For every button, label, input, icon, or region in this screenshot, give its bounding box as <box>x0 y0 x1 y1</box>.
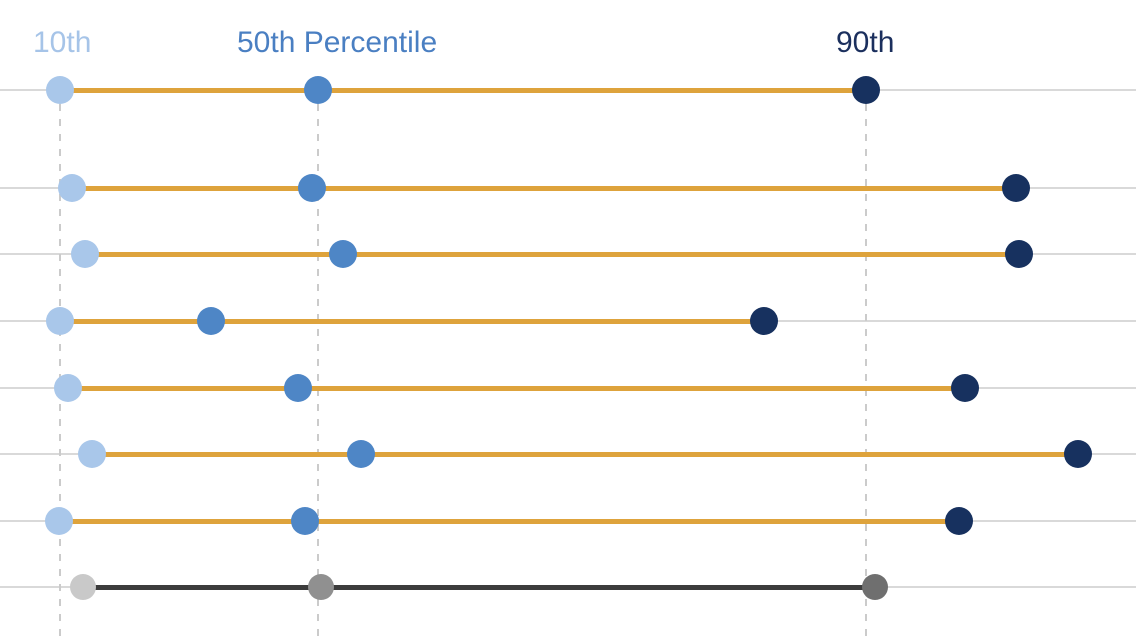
dot-p90 <box>852 76 880 104</box>
dot-p90 <box>945 507 973 535</box>
dot-p50 <box>347 440 375 468</box>
dot-p10 <box>58 174 86 202</box>
dumbbell-line <box>92 451 1078 457</box>
dot-p90 <box>1064 440 1092 468</box>
dot-p90 <box>862 574 888 600</box>
dot-p10 <box>46 76 74 104</box>
guide-line-p10 <box>59 104 61 644</box>
dot-p10 <box>70 574 96 600</box>
guide-line-p90 <box>865 104 867 644</box>
guide-line-p50 <box>317 104 319 644</box>
dumbbell-line <box>60 87 866 93</box>
dot-p50 <box>291 507 319 535</box>
dot-p10 <box>46 307 74 335</box>
dot-p50 <box>284 374 312 402</box>
dot-p90 <box>1005 240 1033 268</box>
dumbbell-line <box>72 185 1016 191</box>
dot-p10 <box>45 507 73 535</box>
dot-p90 <box>750 307 778 335</box>
dot-p50 <box>298 174 326 202</box>
dumbbell-line <box>60 318 764 324</box>
dot-p50 <box>308 574 334 600</box>
label-10th-percentile: 10th <box>33 26 92 59</box>
dot-p10 <box>54 374 82 402</box>
dot-p50 <box>329 240 357 268</box>
label-90th-percentile: 90th <box>836 26 895 59</box>
dumbbell-line <box>59 518 959 524</box>
dumbbell-line <box>83 584 875 590</box>
label-50th-percentile: 50th Percentile <box>237 26 438 59</box>
dot-p50 <box>304 76 332 104</box>
dot-p10 <box>78 440 106 468</box>
dumbbell-line <box>85 251 1019 257</box>
dot-p90 <box>951 374 979 402</box>
dot-p10 <box>71 240 99 268</box>
dumbbell-line <box>68 385 965 391</box>
dot-p50 <box>197 307 225 335</box>
dot-p90 <box>1002 174 1030 202</box>
